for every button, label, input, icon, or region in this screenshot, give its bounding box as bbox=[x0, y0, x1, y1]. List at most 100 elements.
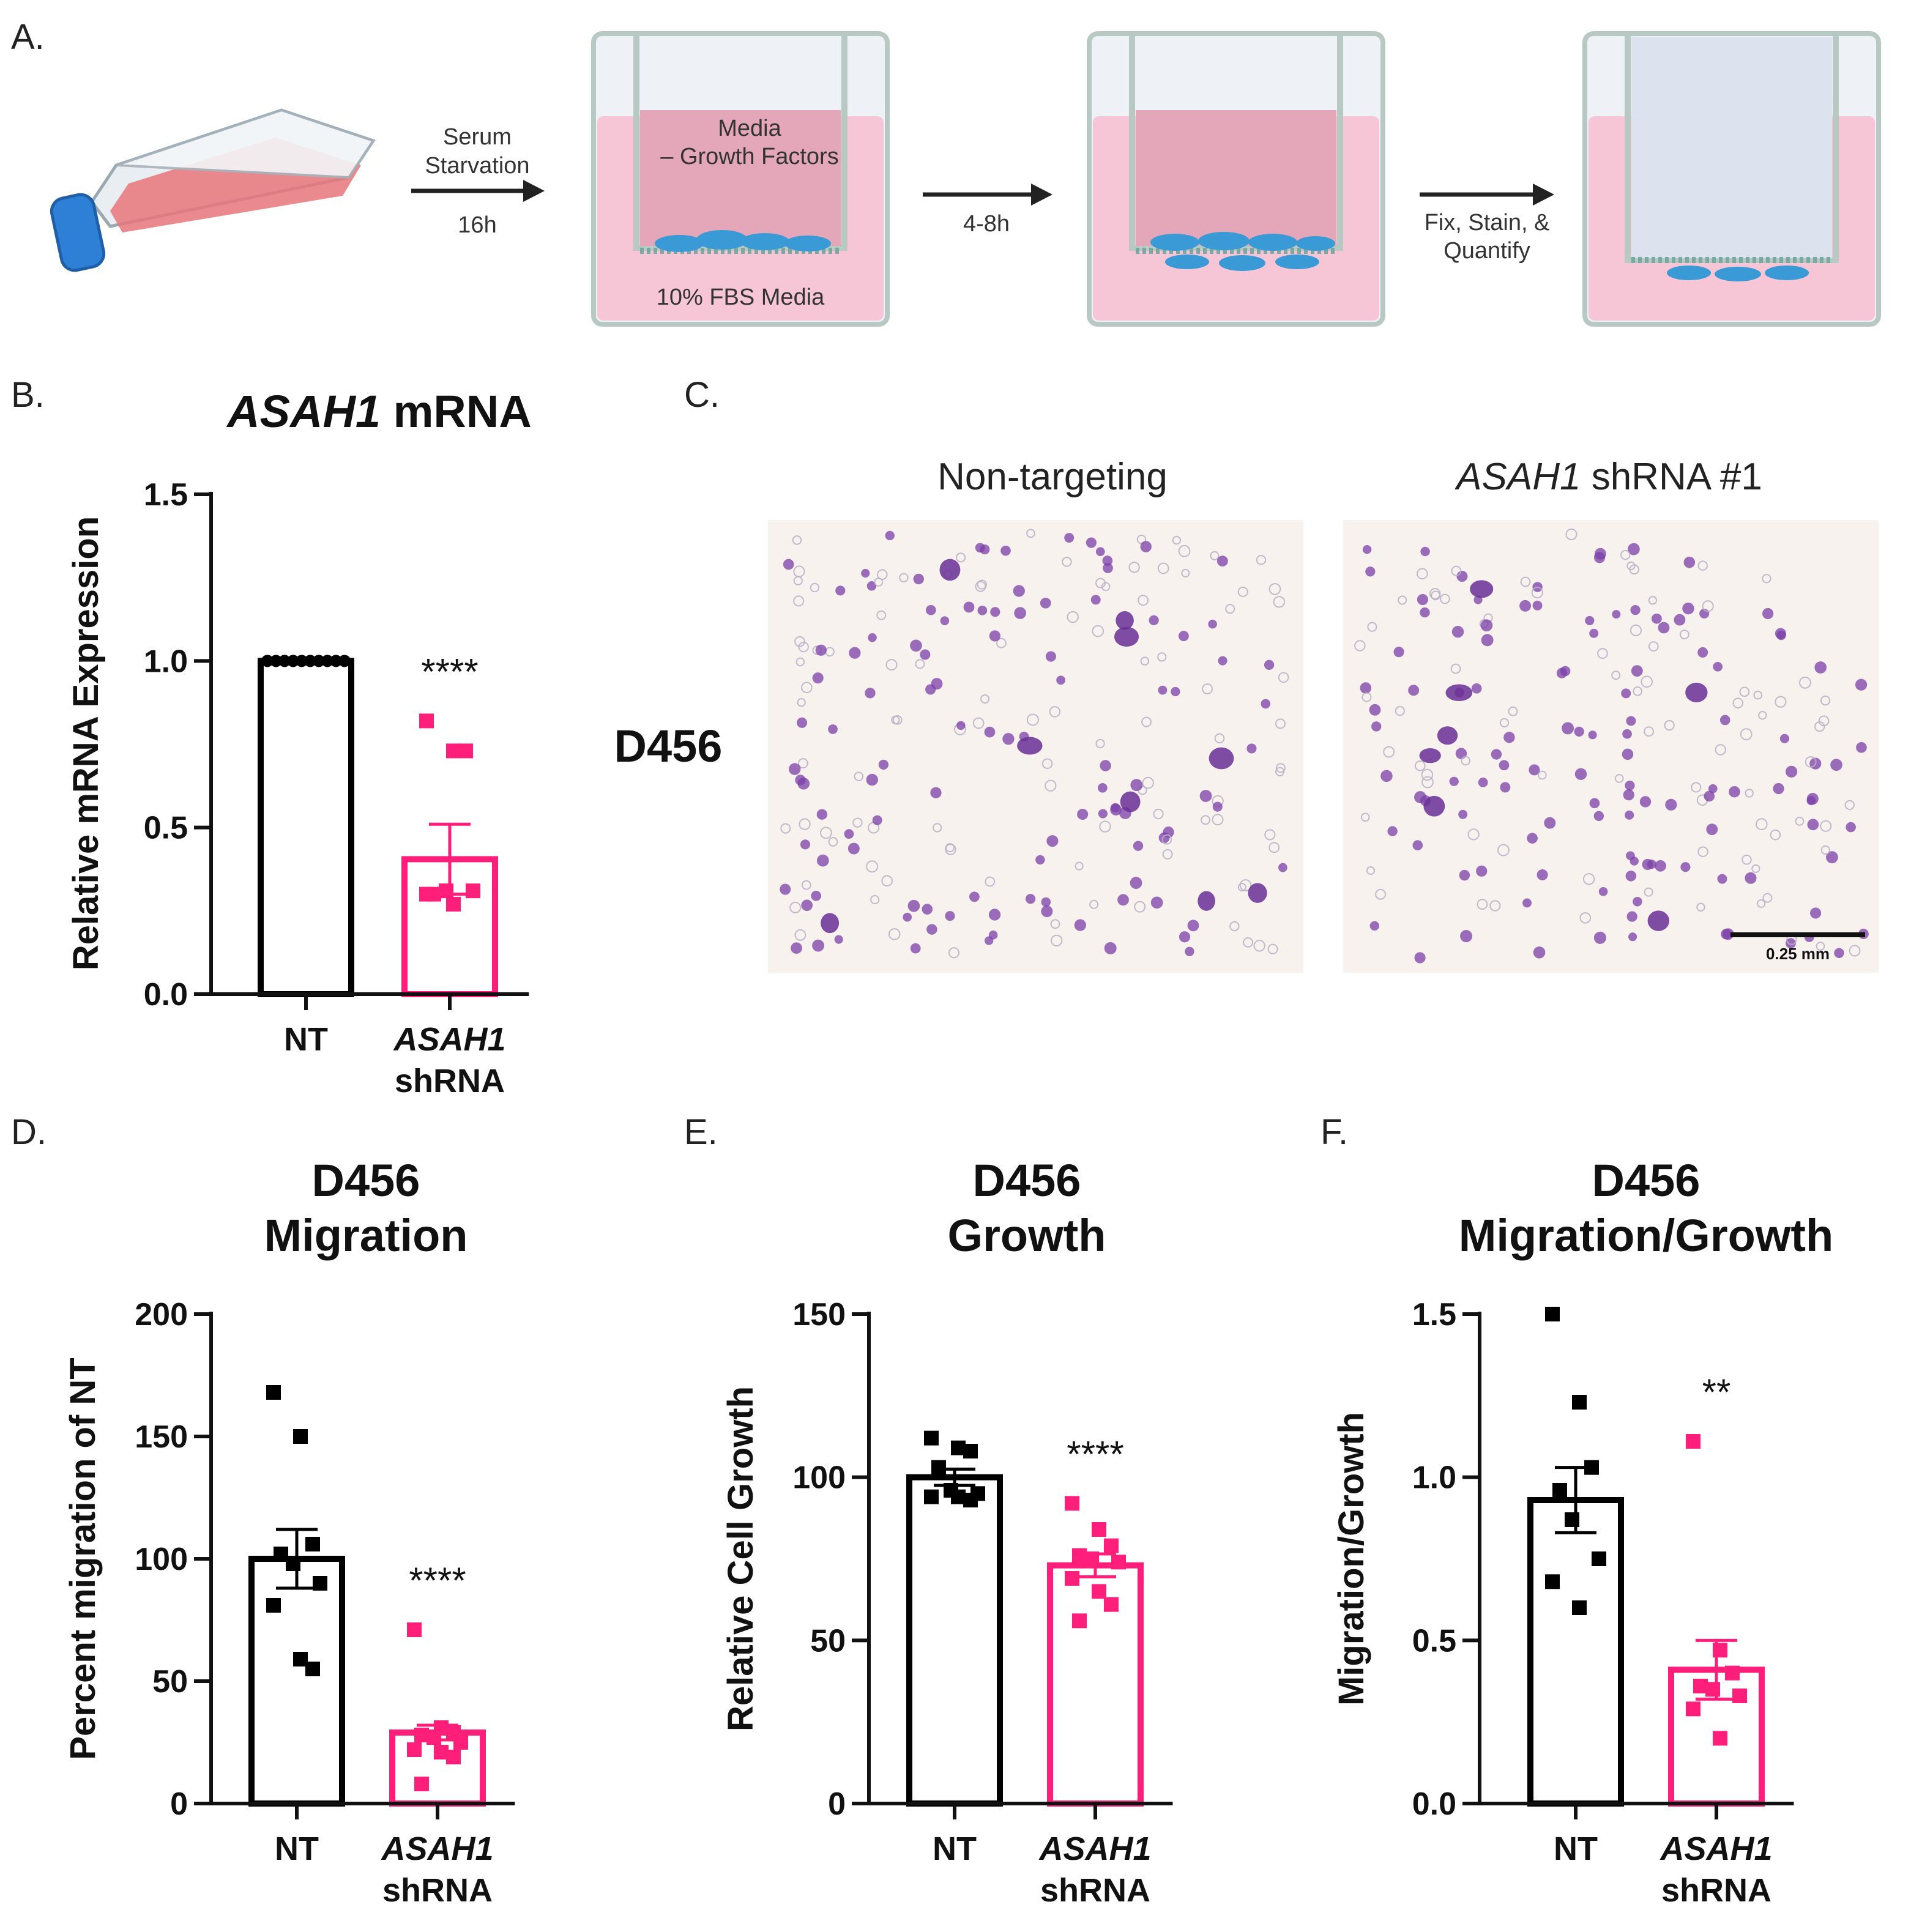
panel-label-e: E. bbox=[684, 1112, 718, 1152]
cell bbox=[1626, 911, 1637, 922]
cell bbox=[1855, 678, 1868, 691]
upper-chamber-label-line1: Media bbox=[718, 116, 781, 141]
category-label: shRNA bbox=[382, 1872, 493, 1909]
cell bbox=[1264, 659, 1275, 671]
cell bbox=[1537, 770, 1547, 780]
cell bbox=[1745, 789, 1754, 798]
cell bbox=[1212, 801, 1223, 812]
cell bbox=[1625, 871, 1637, 882]
scale-bar-label: 0.25 mm bbox=[1766, 945, 1830, 963]
cell bbox=[975, 581, 986, 592]
y-tick-label: 1.0 bbox=[1412, 1460, 1456, 1496]
data-point bbox=[1686, 1434, 1701, 1449]
cell bbox=[1729, 786, 1740, 798]
panel-label-b: B. bbox=[11, 375, 45, 415]
cell bbox=[1025, 894, 1036, 904]
data-point bbox=[931, 1460, 946, 1475]
data-point bbox=[419, 886, 434, 902]
large-cell bbox=[1017, 737, 1043, 755]
cell bbox=[1171, 686, 1180, 697]
cell bbox=[963, 601, 975, 613]
y-tick-label: 0.5 bbox=[1412, 1623, 1456, 1659]
cell bbox=[870, 895, 880, 905]
cell bbox=[1612, 610, 1621, 619]
cell bbox=[1644, 887, 1653, 897]
y-tick-label: 150 bbox=[135, 1419, 188, 1455]
data-point bbox=[1111, 1555, 1126, 1570]
cell bbox=[1522, 898, 1532, 908]
category-label: ASAH1 bbox=[1659, 1830, 1772, 1867]
cell bbox=[977, 605, 988, 615]
data-point bbox=[1725, 1665, 1740, 1681]
cell bbox=[1652, 613, 1662, 624]
cell bbox=[1153, 808, 1164, 820]
cell bbox=[1041, 905, 1053, 918]
cell bbox=[1520, 576, 1531, 587]
culture-flask-icon bbox=[50, 108, 376, 272]
large-cell bbox=[1209, 747, 1234, 770]
data-point bbox=[1072, 1613, 1087, 1629]
upper-chamber-label-line2: – Growth Factors bbox=[660, 144, 838, 169]
data-point bbox=[305, 1662, 320, 1676]
cell bbox=[1593, 811, 1604, 822]
cell bbox=[797, 698, 806, 707]
cell bbox=[852, 817, 863, 828]
cell bbox=[984, 936, 994, 945]
cell bbox=[1208, 619, 1217, 629]
data-point bbox=[266, 1385, 281, 1400]
cell bbox=[1095, 547, 1105, 557]
cell bbox=[1647, 860, 1656, 869]
cell bbox=[798, 641, 809, 653]
cell bbox=[1090, 595, 1101, 605]
y-tick-label: 1.5 bbox=[144, 477, 188, 513]
cell bbox=[847, 842, 860, 855]
cell bbox=[1756, 818, 1768, 831]
large-cell bbox=[1419, 748, 1441, 764]
cell bbox=[1141, 716, 1152, 727]
cell bbox=[945, 844, 956, 855]
cell bbox=[795, 775, 806, 786]
cell bbox=[801, 880, 811, 890]
cell bbox=[1050, 919, 1060, 929]
data-point bbox=[1552, 1483, 1567, 1498]
panel-label-c: C. bbox=[684, 375, 720, 415]
data-point bbox=[414, 1777, 429, 1791]
cell bbox=[1225, 604, 1235, 614]
cell bbox=[1360, 682, 1372, 694]
cell bbox=[915, 659, 925, 669]
cell bbox=[1455, 748, 1467, 759]
cell bbox=[1102, 555, 1113, 566]
cell bbox=[1089, 899, 1099, 909]
cell bbox=[891, 715, 900, 725]
cell bbox=[1630, 624, 1642, 636]
y-tick-label: 0.5 bbox=[144, 811, 188, 846]
cell bbox=[1481, 634, 1494, 647]
cell bbox=[926, 924, 937, 935]
cell bbox=[1041, 897, 1051, 907]
lower-chamber-label: 10% FBS Media bbox=[657, 284, 825, 310]
cell bbox=[1157, 652, 1167, 662]
cell bbox=[1216, 555, 1228, 567]
cell bbox=[1713, 662, 1723, 672]
data-point bbox=[427, 1730, 441, 1745]
cell bbox=[1185, 946, 1194, 956]
cell bbox=[1830, 759, 1842, 771]
cell bbox=[931, 678, 943, 690]
cell bbox=[816, 854, 829, 867]
cell bbox=[1589, 798, 1600, 809]
data-point bbox=[1705, 1682, 1720, 1697]
data-point bbox=[407, 1622, 422, 1637]
cell bbox=[1157, 562, 1169, 574]
category-label: ASAH1 bbox=[380, 1830, 493, 1867]
cell bbox=[794, 929, 806, 941]
cell bbox=[888, 928, 901, 940]
cell bbox=[1461, 756, 1470, 766]
micrograph-panel: Non-targeting ASAH1 shRNA #1 D456 0.25 m… bbox=[614, 456, 1879, 973]
large-cell bbox=[1423, 795, 1445, 817]
data-point bbox=[313, 1576, 327, 1591]
cell bbox=[811, 890, 822, 901]
cell bbox=[1623, 789, 1634, 801]
cell bbox=[1598, 886, 1608, 896]
cell bbox=[1691, 782, 1702, 793]
